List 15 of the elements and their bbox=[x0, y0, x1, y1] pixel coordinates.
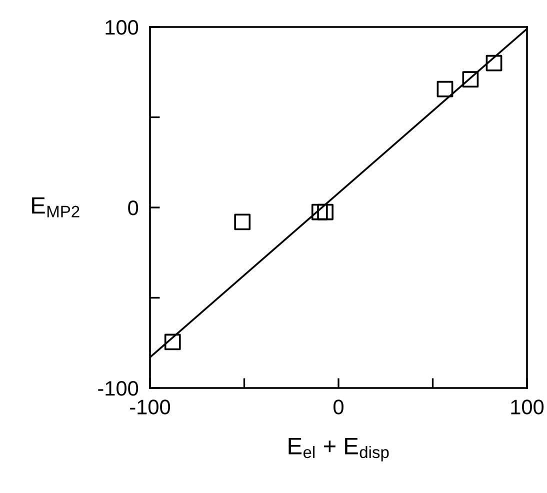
y-tick-label: 100 bbox=[106, 20, 138, 35]
x-tick-label: 0 bbox=[334, 400, 344, 414]
x-tick-label: -100 bbox=[130, 400, 170, 414]
point bbox=[436, 80, 454, 98]
point bbox=[164, 334, 181, 350]
point bbox=[317, 204, 334, 220]
point bbox=[234, 214, 251, 230]
x-tick-label: 100 bbox=[511, 400, 544, 414]
y-axis-title: E$_{MP2}$ bbox=[32, 197, 80, 218]
y-tick-label: -100 bbox=[98, 381, 138, 396]
point bbox=[486, 54, 502, 72]
point bbox=[311, 204, 328, 220]
point bbox=[462, 71, 479, 88]
y-tick-label: 0 bbox=[128, 200, 138, 216]
x-axis-title: E$_{el}$ + E$_{disp}$ bbox=[288, 438, 389, 462]
